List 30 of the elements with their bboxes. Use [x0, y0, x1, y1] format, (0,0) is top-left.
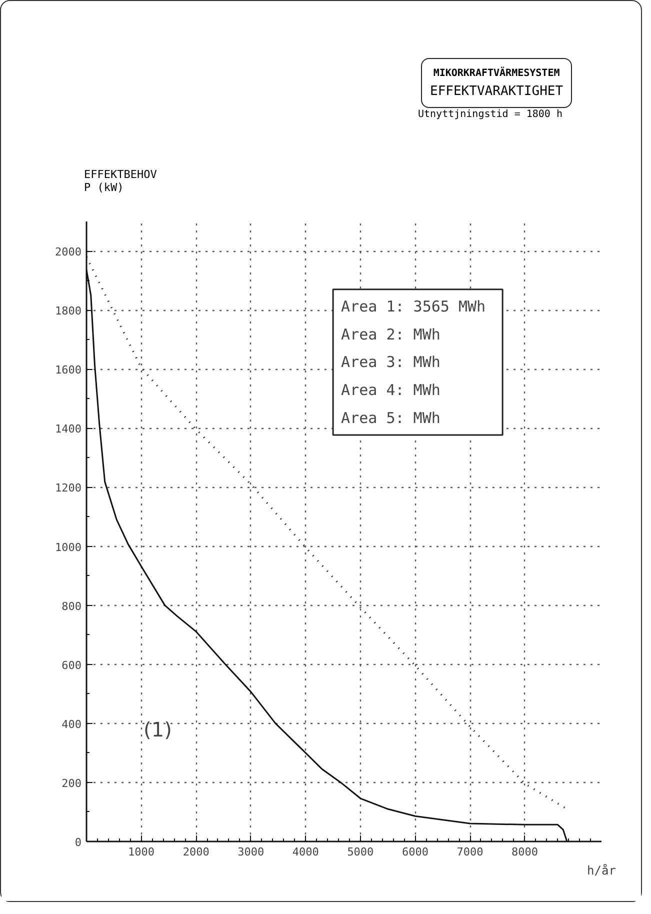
y-axis-title: EFFEKTBEHOV P (kW) — [84, 168, 157, 194]
y-tick-label: 400 — [62, 718, 82, 731]
annotation: Area 3: MWh — [341, 353, 440, 372]
y-tick-label: 2000 — [55, 246, 82, 259]
y-tick-label: 1000 — [55, 540, 82, 554]
y-tick-label: 800 — [62, 600, 82, 613]
x-tick-label: 4000 — [292, 846, 319, 858]
y-tick-label: 1200 — [55, 482, 82, 495]
x-tick-label: 2000 — [182, 846, 210, 858]
y-tick-label: 0 — [74, 836, 82, 849]
x-tick-label: 7000 — [456, 846, 484, 858]
y-tick-label: 1400 — [55, 422, 82, 436]
annotation: Area 4: MWh — [341, 381, 440, 400]
chart-subtitle: EFFEKTVARAKTIGHET — [430, 83, 564, 101]
x-tick-label: 1000 — [128, 846, 155, 858]
x-tick-label: 6000 — [402, 846, 428, 858]
y-tick-label: 1600 — [55, 364, 82, 377]
text: Utnyttjningstid = 1800 h — [418, 108, 562, 122]
annotation: (1) — [144, 717, 172, 742]
x-axis-title: h/år — [587, 864, 616, 878]
x-tick-label: 8000 — [512, 846, 538, 858]
annotation: Area 5: MWh — [341, 409, 440, 428]
y-tick-label: 200 — [62, 776, 82, 790]
y-tick-label: 600 — [62, 658, 82, 672]
x-tick-label: 5000 — [347, 846, 374, 858]
annotation: Area 1: 3565 MWh — [341, 297, 486, 316]
x-tick-label: 3000 — [238, 846, 264, 858]
chart-title: MIKORKRAFTVÄRMESYSTEM — [432, 66, 561, 81]
annotation: Area 2: MWh — [341, 325, 440, 344]
y-tick-label: 1800 — [55, 304, 82, 318]
